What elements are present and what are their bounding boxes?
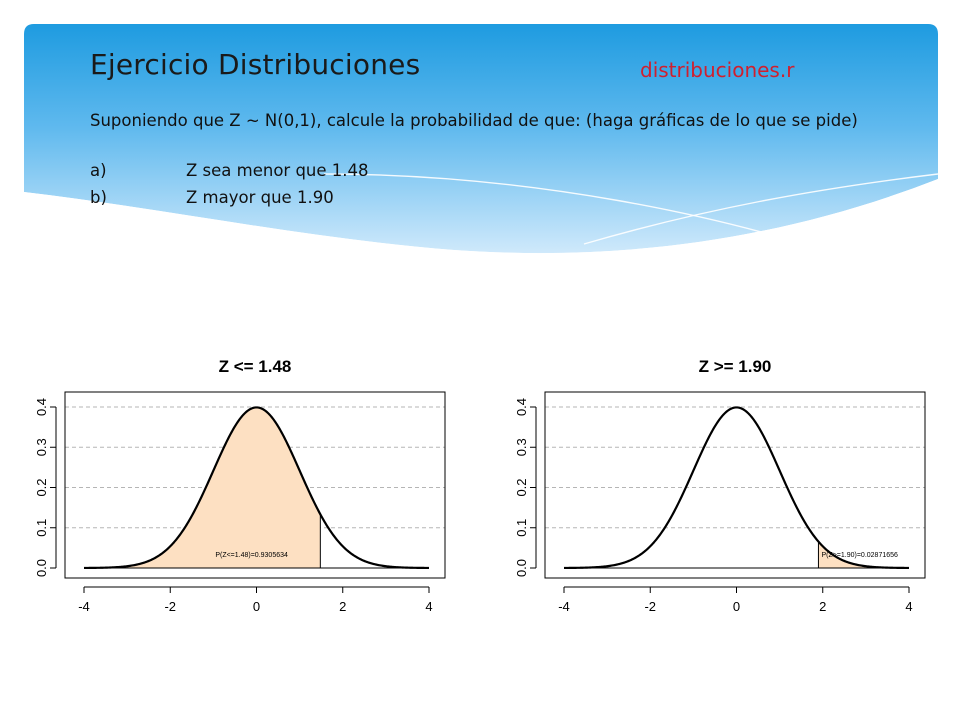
density-curve [563, 406, 910, 570]
x-tick-label: -2 [164, 599, 176, 614]
y-tick-label: 0.2 [34, 478, 49, 496]
y-tick-label: 0.4 [34, 398, 49, 416]
probability-annotation: P(Z>=1.90)=0.02871656 [821, 552, 898, 559]
density-curve [83, 406, 430, 570]
x-tick-label: 2 [819, 599, 826, 614]
y-tick-label: 0.2 [514, 478, 529, 496]
chart-left: Z <= 1.48 P(Z<=1.48)=0.9305634 -4 -2 0 2 4 0.0 0… [34, 357, 446, 614]
list-item-text: Z mayor que 1.90 [186, 188, 334, 207]
probability-annotation: P(Z<=1.48)=0.9305634 [215, 552, 288, 559]
list-item: a) Z sea menor que 1.48 [90, 160, 590, 182]
instruction-text: Suponiendo que Z ~ N(0,1), calcule la pr… [90, 111, 858, 130]
file-label: distribuciones.r [640, 58, 795, 82]
y-tick-label: 0.0 [34, 559, 49, 577]
x-tick-label: -4 [78, 599, 90, 614]
shaded-area [84, 407, 321, 568]
band-swoosh-1 [323, 173, 865, 265]
y-tick-label: 0.1 [34, 519, 49, 537]
y-tick-label: 0.1 [514, 519, 529, 537]
chart-right: Z >= 1.90 P(Z>=1.90)=0.02871656 -4 -2 0 2 4 0.0… [514, 357, 926, 614]
x-tick-label: 4 [905, 599, 912, 614]
list-item-text: Z sea menor que 1.48 [186, 161, 369, 180]
band-wave [24, 179, 938, 274]
list-item-letter: a) [90, 161, 107, 180]
plot-frame [64, 391, 446, 579]
x-tick-label: 4 [425, 599, 432, 614]
y-tick-label: 0.3 [34, 438, 49, 456]
x-tick-label: -2 [644, 599, 656, 614]
y-tick-label: 0.3 [514, 438, 529, 456]
band-shape [24, 24, 938, 254]
list-item: b) Z mayor que 1.90 [90, 187, 590, 209]
x-tick-label: 0 [733, 599, 740, 614]
y-tick-label: 0.4 [514, 398, 529, 416]
plot-frame [544, 391, 926, 579]
x-tick-label: 0 [253, 599, 260, 614]
chart-title: Z <= 1.48 [219, 357, 292, 376]
band-swoosh-3 [643, 203, 938, 257]
slide-title: Ejercicio Distribuciones [90, 48, 421, 81]
x-tick-label: -4 [558, 599, 570, 614]
chart-title: Z >= 1.90 [699, 357, 772, 376]
header-band [24, 24, 938, 274]
list-item-letter: b) [90, 188, 107, 207]
y-tick-label: 0.0 [514, 559, 529, 577]
band-swoosh-2 [583, 173, 938, 245]
shaded-area [818, 541, 909, 568]
x-tick-label: 2 [339, 599, 346, 614]
